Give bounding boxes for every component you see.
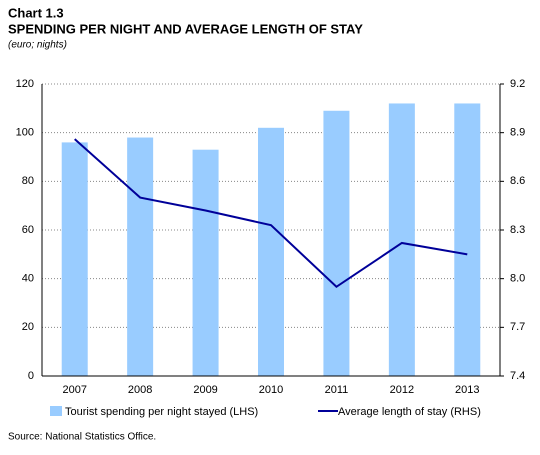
y2-tick-label: 8.0 [510, 273, 525, 285]
chart-subtitle: SPENDING PER NIGHT AND AVERAGE LENGTH OF… [8, 21, 363, 36]
bar [258, 127, 284, 376]
y2-tick-label: 8.9 [510, 127, 525, 139]
legend-swatch [50, 406, 62, 416]
y2-tick-label: 8.6 [510, 175, 525, 187]
y-tick-label: 20 [22, 321, 34, 333]
x-tick-label: 2009 [193, 384, 217, 396]
y2-tick-label: 7.7 [510, 321, 525, 333]
bar [127, 137, 154, 376]
units: (euro; nights) [8, 40, 67, 51]
y-tick-label: 0 [28, 370, 34, 382]
x-tick-label: 2008 [128, 384, 152, 396]
x-tick-label: 2010 [259, 384, 283, 396]
bar [454, 103, 481, 376]
y-tick-label: 80 [22, 175, 34, 187]
legend-label: Tourist spending per night stayed (LHS) [65, 406, 258, 418]
bar [61, 142, 88, 376]
y-tick-label: 60 [22, 224, 34, 236]
chart-title: Chart 1.3 [8, 5, 64, 20]
y2-tick-label: 9.2 [510, 78, 525, 90]
x-tick-label: 2013 [455, 384, 479, 396]
bar [192, 149, 219, 376]
y2-tick-label: 7.4 [510, 370, 525, 382]
x-tick-label: 2011 [325, 384, 349, 396]
bar [388, 103, 415, 376]
y2-tick-label: 8.3 [510, 224, 525, 236]
legend-label: Average length of stay (RHS) [338, 406, 481, 418]
line [74, 138, 468, 289]
x-tick-label: 2007 [62, 384, 86, 396]
y-tick-label: 120 [16, 78, 34, 90]
x-tick-label: 2012 [390, 384, 414, 396]
y-tick-label: 100 [16, 127, 34, 139]
bar [323, 110, 350, 377]
y-tick-label: 40 [22, 273, 34, 285]
source: Source: National Statistics Office. [8, 432, 156, 443]
